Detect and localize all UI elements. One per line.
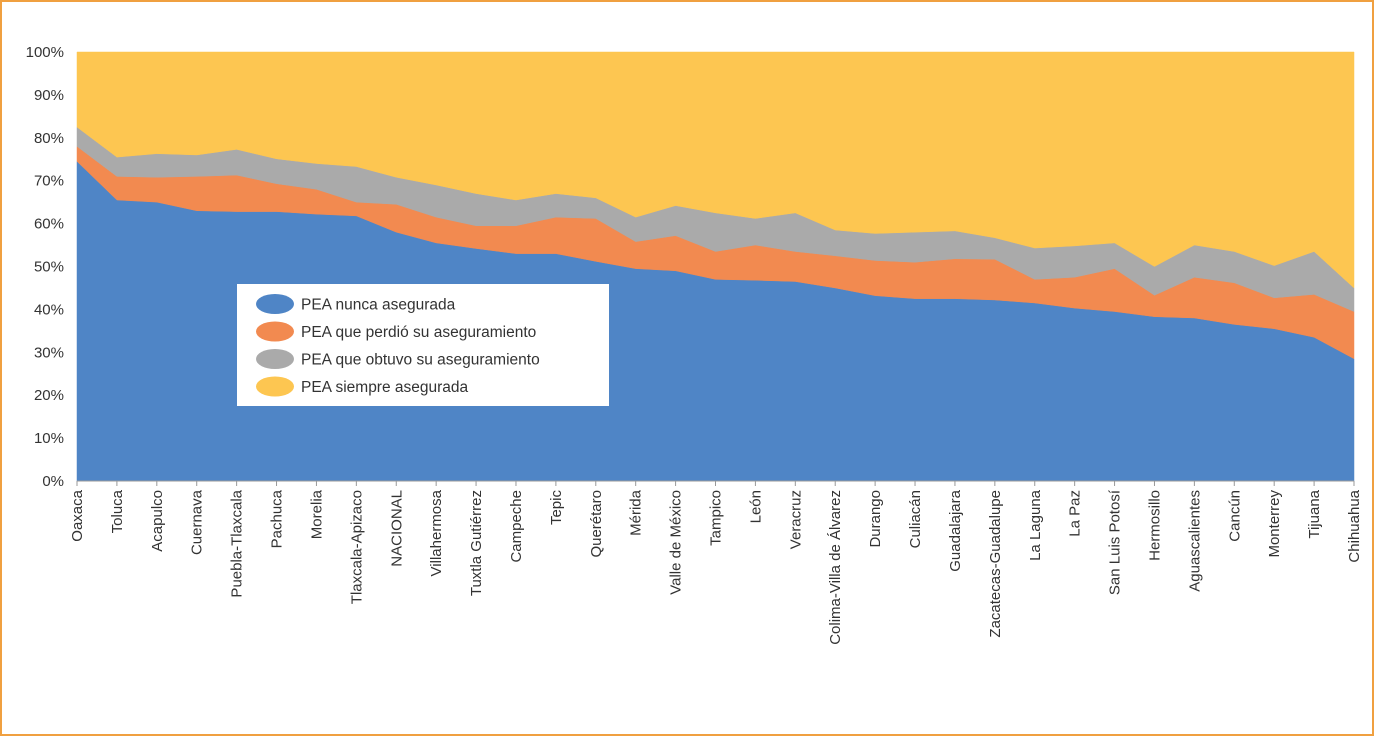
- x-tick-label: Colima-Villa de Álvarez: [827, 490, 844, 645]
- x-tick-label: NACIONAL: [388, 490, 405, 567]
- x-tick-label: Cuernava: [189, 489, 206, 555]
- y-tick-label: 60%: [34, 216, 64, 233]
- area-series-4: [76, 51, 1355, 289]
- x-tick-label: Puebla-Tlaxcala: [229, 489, 246, 597]
- legend-box: [237, 284, 609, 406]
- x-tick-label: Tuxtla Gutiérrez: [468, 490, 485, 596]
- y-tick-label: 70%: [34, 173, 64, 190]
- x-tick-label: Monterrey: [1266, 490, 1283, 558]
- x-tick-label: Tlaxcala-Apizaco: [348, 490, 365, 604]
- y-tick-label: 80%: [34, 130, 64, 147]
- x-tick-label: Villahermosa: [428, 489, 445, 576]
- legend-label: PEA que obtuvo su aseguramiento: [301, 352, 540, 369]
- legend-label: PEA nunca asegurada: [301, 297, 456, 314]
- x-tick-label: La Laguna: [1027, 489, 1044, 561]
- x-tick-label: Acapulco: [149, 490, 166, 552]
- legend-swatch: [256, 294, 294, 314]
- x-tick-label: Chihuahua: [1346, 489, 1363, 562]
- x-tick-label: La Paz: [1067, 490, 1084, 537]
- x-axis: Oaxaca Toluca Acapulco Cuernava Puebla-Tlaxc…: [69, 480, 1363, 645]
- legend-label: PEA que perdió su aseguramiento: [301, 324, 536, 341]
- x-tick-label: Tijuana: [1306, 489, 1323, 538]
- y-tick-label: 0%: [42, 473, 64, 490]
- legend-swatch: [256, 376, 294, 397]
- y-tick-label: 50%: [34, 259, 64, 276]
- x-tick-label: Querétaro: [588, 490, 605, 558]
- x-tick-label: Zacatecas-Guadalupe: [987, 490, 1004, 638]
- x-tick-label: Oaxaca: [69, 489, 86, 541]
- x-tick-label: León: [747, 490, 764, 523]
- y-tick-label: 40%: [34, 301, 64, 318]
- y-tick-label: 10%: [34, 430, 64, 447]
- x-tick-label: Culiacán: [907, 490, 924, 548]
- y-tick-label: 100%: [26, 44, 64, 61]
- y-tick-label: 20%: [34, 387, 64, 404]
- x-tick-label: Mérida: [628, 489, 645, 536]
- x-tick-label: Pachuca: [269, 489, 286, 548]
- x-tick-label: Tepic: [548, 490, 565, 526]
- legend-swatch: [256, 321, 294, 342]
- y-tick-label: 30%: [34, 344, 64, 361]
- legend-label: PEA siempre asegurada: [301, 379, 469, 396]
- x-tick-label: Valle de México: [668, 490, 685, 595]
- x-tick-label: Morelia: [308, 489, 325, 539]
- x-tick-label: Aguascalientes: [1186, 490, 1203, 592]
- legend-swatch: [256, 349, 294, 369]
- area-series-group: [76, 51, 1355, 482]
- y-axis: 0% 10% 20% 30% 40% 50% 60% 70% 80% 90% 100%: [26, 44, 64, 490]
- x-tick-label: Durango: [867, 490, 884, 548]
- x-tick-label: Campeche: [508, 490, 525, 563]
- y-tick-label: 90%: [34, 87, 64, 104]
- legend: PEA nunca asegurada PEA que perdió su ase…: [237, 284, 609, 406]
- x-tick-label: San Luis Potosí: [1107, 489, 1124, 595]
- x-tick-label: Veracruz: [787, 490, 804, 549]
- x-tick-label: Toluca: [109, 489, 126, 533]
- x-tick-label: Cancún: [1226, 490, 1243, 542]
- x-tick-label: Hermosillo: [1146, 490, 1163, 561]
- x-tick-label: Guadalajara: [947, 489, 964, 571]
- x-tick-label: Tampico: [708, 490, 725, 546]
